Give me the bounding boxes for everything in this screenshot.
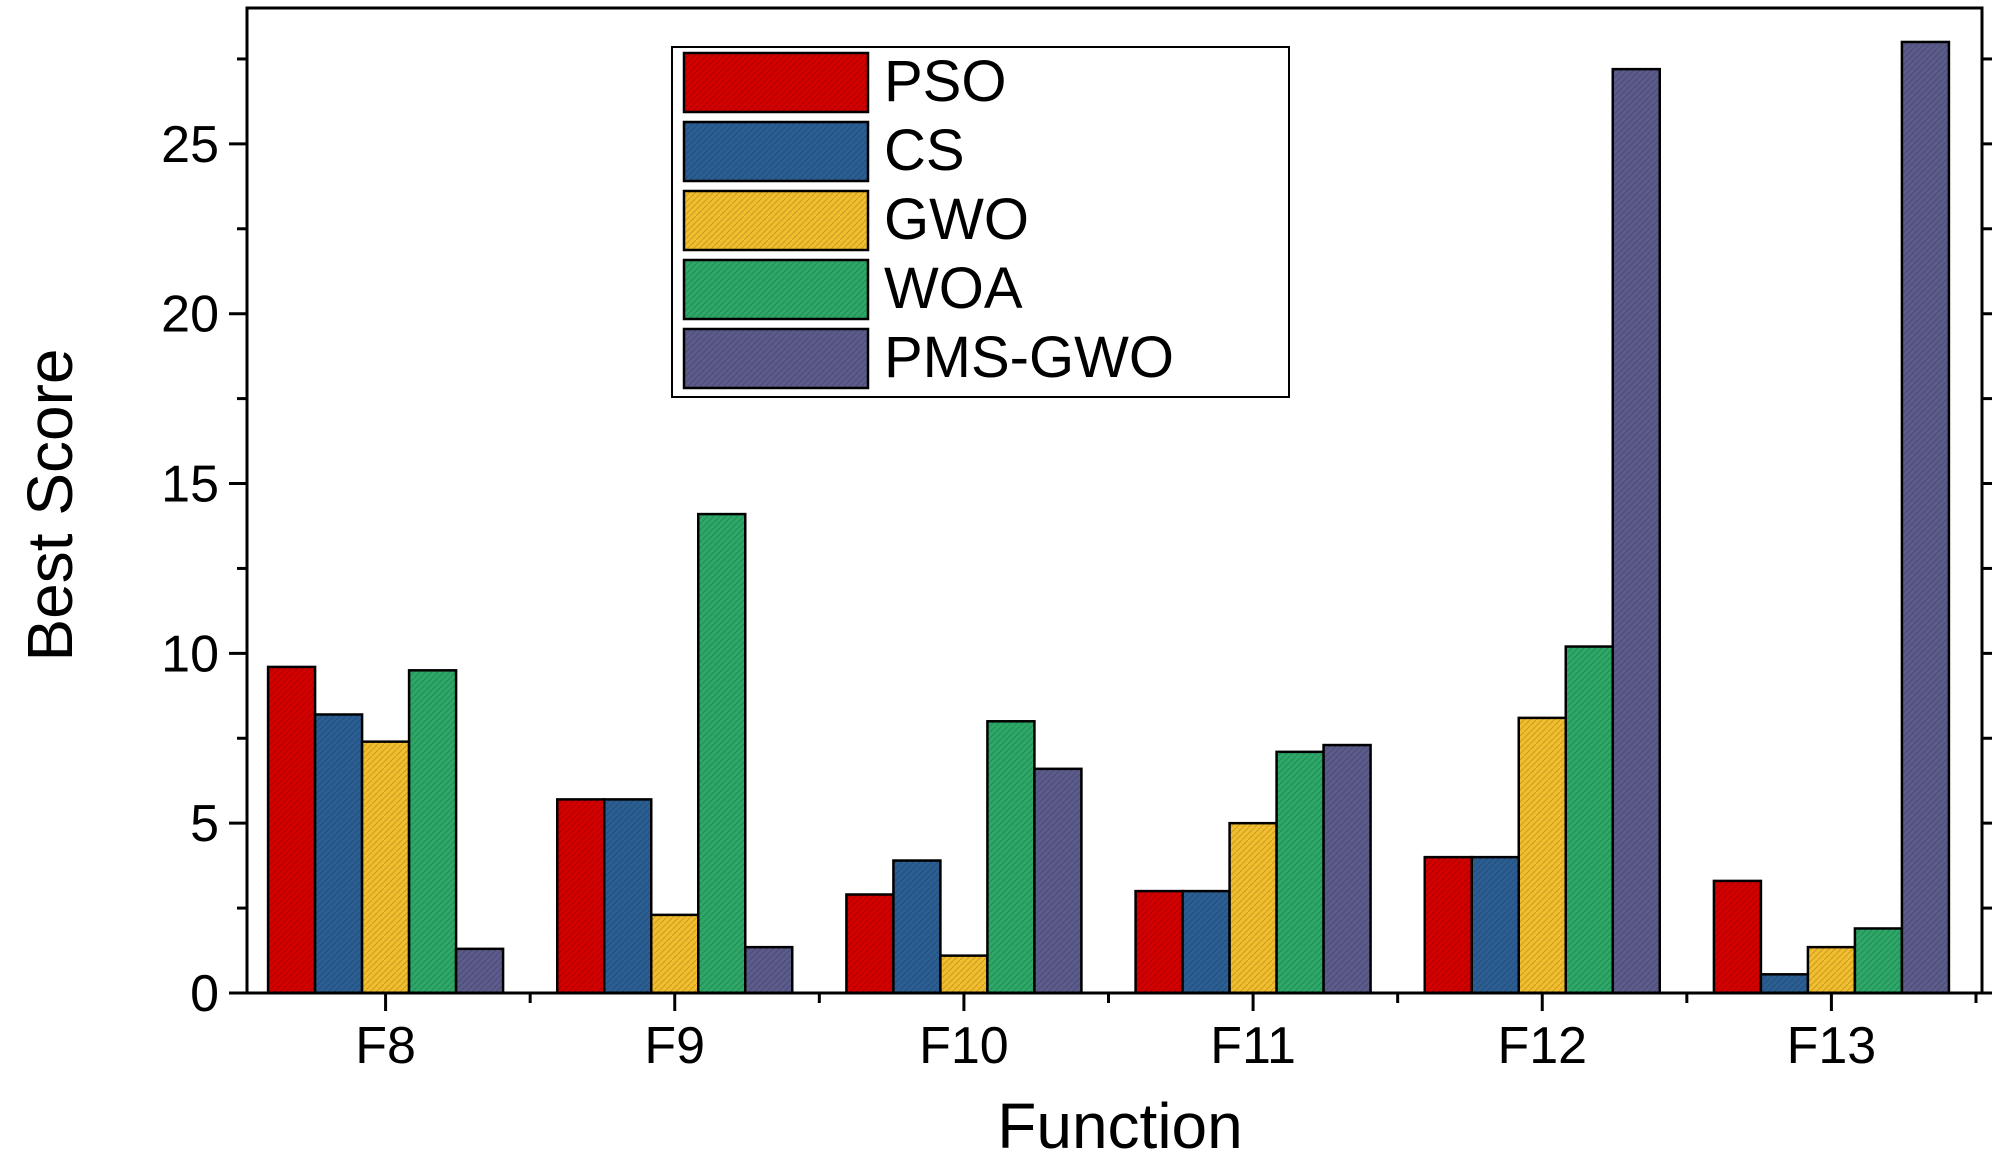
x-axis-ticks: F8 F9 F10 F11 F12 F13 <box>355 993 1978 1075</box>
bar-woa-f10 <box>986 720 1036 995</box>
x-tick-label: F9 <box>644 1017 705 1075</box>
x-tick-label: F11 <box>1210 1017 1296 1075</box>
bars-group <box>266 40 1951 995</box>
bar-hatch <box>698 514 746 993</box>
bar-hatch <box>940 955 988 993</box>
bar-hatch <box>651 914 699 993</box>
bar-gwo-f9 <box>650 913 700 995</box>
bar-hatch <box>1713 880 1761 993</box>
bar-woa-f8 <box>407 669 458 995</box>
bar-pms-gwo-f10 <box>1033 767 1083 995</box>
legend-item-pso: PSO <box>682 49 1007 114</box>
y-tick-label: 25 <box>161 116 219 174</box>
bar-pms-gwo-f11 <box>1322 743 1372 995</box>
bar-cs-f9 <box>603 798 653 995</box>
x-tick-label: F10 <box>919 1017 1009 1075</box>
y-tick-label: 20 <box>161 286 219 344</box>
legend-item-pms-gwo: PMS-GWO <box>682 325 1174 390</box>
bar-cs-f8 <box>313 713 364 995</box>
legend-item-cs: CS <box>682 118 965 183</box>
bar-pso-f13 <box>1712 879 1763 995</box>
bar-gwo-f13 <box>1806 945 1857 995</box>
bar-hatch <box>409 670 457 993</box>
bar-hatch <box>1229 823 1277 993</box>
bar-hatch <box>315 714 363 993</box>
bar-hatch <box>557 799 605 993</box>
legend-swatch-hatch <box>684 260 868 319</box>
bar-hatch <box>1424 857 1472 993</box>
bar-hatch <box>893 860 941 993</box>
x-axis-title: Function <box>997 1090 1242 1162</box>
bar-pso-f9 <box>556 798 606 995</box>
y-tick-label: 0 <box>190 965 219 1023</box>
bar-pso-f10 <box>845 893 895 995</box>
x-tick-label: F13 <box>1787 1017 1877 1075</box>
bar-gwo-f8 <box>360 740 411 995</box>
bar-pms-gwo-f9 <box>744 945 794 995</box>
bar-hatch <box>1612 69 1660 993</box>
x-tick-label: F8 <box>355 1017 416 1075</box>
y-tick-label: 5 <box>190 795 219 853</box>
bar-pso-f11 <box>1134 889 1184 995</box>
bar-hatch <box>1901 41 1949 994</box>
y-tick-label: 15 <box>161 456 219 514</box>
legend-label: CS <box>884 118 965 183</box>
bar-pso-f8 <box>266 665 317 995</box>
bar-hatch <box>1182 891 1230 993</box>
legend-swatch-hatch <box>684 329 868 388</box>
legend-swatch-hatch <box>684 122 868 181</box>
bar-hatch <box>1518 717 1566 993</box>
bar-hatch <box>268 666 316 993</box>
bar-hatch <box>1471 857 1519 993</box>
bar-hatch <box>1854 928 1902 993</box>
legend-swatch-hatch <box>684 191 868 250</box>
bar-gwo-f11 <box>1228 821 1278 995</box>
legend-item-woa: WOA <box>682 256 1023 321</box>
legend-label: PSO <box>884 49 1007 114</box>
axes-group <box>245 6 1984 995</box>
bar-pso-f12 <box>1423 855 1473 995</box>
bar-hatch <box>846 894 894 993</box>
bar-hatch <box>1807 947 1855 993</box>
bar-hatch <box>745 947 793 993</box>
legend-item-gwo: GWO <box>682 187 1029 252</box>
bar-pms-gwo-f13 <box>1900 40 1951 995</box>
plot-frame <box>245 6 1984 995</box>
y-tick-label: 10 <box>161 625 219 683</box>
bar-woa-f9 <box>697 512 747 995</box>
legend-swatch-hatch <box>684 53 868 112</box>
bar-hatch <box>362 741 410 993</box>
legend-label: PMS-GWO <box>884 325 1174 390</box>
bar-cs-f13 <box>1759 973 1810 995</box>
y-axis-ticks: 0 5 10 15 20 25 <box>161 57 1992 1023</box>
bar-hatch <box>604 799 652 993</box>
bar-hatch <box>987 721 1035 993</box>
bar-woa-f12 <box>1564 645 1614 995</box>
legend-label: GWO <box>884 187 1029 252</box>
legend-label: WOA <box>884 256 1023 321</box>
bar-pms-gwo-f12 <box>1611 67 1661 995</box>
bar-woa-f13 <box>1853 927 1904 995</box>
bar-cs-f11 <box>1181 889 1231 995</box>
bar-hatch <box>1323 745 1371 993</box>
bar-cs-f12 <box>1470 855 1520 995</box>
bar-hatch <box>456 948 504 993</box>
bar-cs-f10 <box>892 859 942 995</box>
bar-hatch <box>1034 768 1082 993</box>
bar-woa-f11 <box>1275 750 1325 995</box>
bar-hatch <box>1565 646 1613 993</box>
y-axis-title: Best Score <box>14 348 86 661</box>
bar-gwo-f12 <box>1517 716 1567 995</box>
x-tick-label: F12 <box>1497 1017 1587 1075</box>
bar-hatch <box>1135 891 1183 993</box>
bar-hatch <box>1276 751 1324 993</box>
bar-gwo-f10 <box>939 954 989 995</box>
bar-pms-gwo-f8 <box>454 947 505 995</box>
bar-hatch <box>1760 974 1808 993</box>
